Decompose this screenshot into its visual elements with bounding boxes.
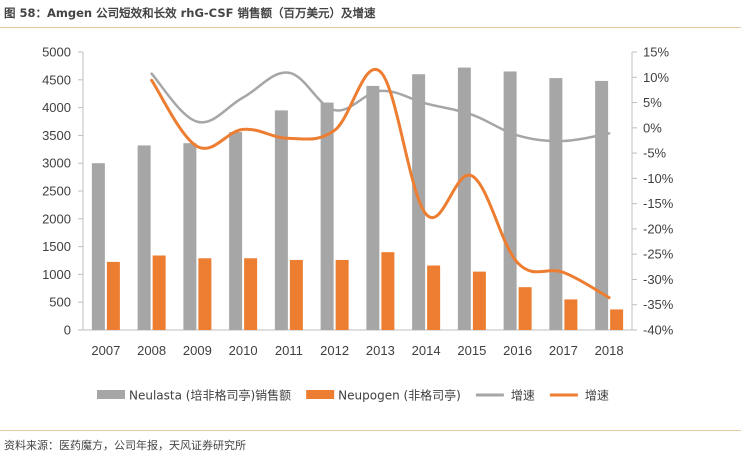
y-left-tick-label: 4500: [42, 72, 71, 87]
y-left-tick-label: 2000: [42, 211, 71, 226]
y-right-tick-label: -30%: [643, 272, 674, 287]
x-tick-label: 2009: [183, 343, 212, 358]
y-right-tick-label: 0%: [643, 120, 662, 135]
line-neupogen-growth: [150, 67, 611, 300]
x-tick-label: 2011: [275, 343, 303, 358]
bar-neulasta: [457, 67, 471, 331]
legend-neulasta-label: Neulasta (培非格司亭)销售额: [129, 388, 291, 403]
bar-neupogen: [472, 271, 486, 330]
bar-neulasta: [137, 145, 151, 330]
y-right-tick-label: 10%: [643, 70, 669, 85]
bar-neupogen: [198, 258, 212, 330]
line-neulasta-growth: [150, 71, 611, 143]
y-right-tick-label: -5%: [643, 146, 667, 161]
bar-neupogen: [335, 259, 349, 330]
y-right-tick-label: -35%: [643, 297, 674, 312]
bar-neupogen: [244, 258, 258, 330]
bar-neupogen: [518, 287, 532, 330]
bottom-divider: [0, 430, 741, 431]
y-left-tick-label: 4000: [42, 100, 71, 115]
bar-neulasta: [183, 143, 197, 330]
bar-neupogen: [564, 299, 578, 330]
x-tick-label: 2013: [366, 343, 395, 358]
bar-neupogen: [106, 261, 120, 330]
bar-neulasta: [503, 71, 517, 331]
y-right-tick-label: -25%: [643, 247, 674, 262]
bar-neulasta: [91, 163, 105, 330]
y-right-tick-label: -15%: [643, 196, 674, 211]
legend-neulasta-growth-label: 增速: [511, 389, 535, 403]
bar-neupogen: [381, 252, 395, 330]
y-left-tick-label: 1000: [42, 267, 71, 282]
x-tick-label: 2018: [595, 343, 624, 358]
y-left-tick-label: 2500: [42, 184, 71, 199]
x-tick-label: 2017: [549, 343, 578, 358]
figure-title: 图 58：Amgen 公司短效和长效 rhG-CSF 销售额（百万美元）及增速: [4, 6, 376, 20]
bar-neulasta: [229, 132, 243, 330]
y-right-tick-label: -40%: [643, 323, 674, 338]
bar-neulasta: [274, 110, 288, 330]
y-right-tick-label: 5%: [643, 95, 662, 110]
sales-growth-chart: 0 500 1000 1500 2000 2500 3000 3500 4000 4500 5000…: [42, 45, 674, 403]
x-tick-label: 2016: [503, 343, 532, 358]
y-right-tick-label: 15%: [643, 45, 669, 60]
legend-neupogen-swatch: [306, 390, 335, 399]
bar-neulasta: [595, 80, 609, 330]
bar-neulasta: [549, 78, 563, 330]
x-tick-label: 2012: [320, 343, 349, 358]
bar-neupogen: [289, 259, 303, 330]
y-left-tick-label: 0: [64, 323, 71, 338]
y-right-tick-label: -20%: [643, 221, 674, 236]
bar-neulasta: [366, 85, 380, 330]
bar-neulasta: [320, 102, 334, 330]
x-tick-label: 2015: [457, 343, 486, 358]
y-left-tick-label: 1500: [42, 239, 71, 254]
bar-neupogen: [427, 265, 441, 330]
y-left-tick-label: 500: [49, 295, 71, 310]
x-tick-label: 2010: [229, 343, 258, 358]
x-tick-label: 2008: [137, 343, 166, 358]
bar-neupogen: [152, 255, 166, 330]
y-right-tick-label: -10%: [643, 171, 674, 186]
y-left-tick-label: 3000: [42, 156, 71, 171]
y-left-tick-label: 5000: [42, 45, 71, 60]
source-note: 资料来源：医药魔方，公司年报，天风证券研究所: [4, 439, 246, 452]
y-left-tick-label: 3500: [42, 128, 71, 143]
top-divider: [0, 27, 741, 28]
x-tick-label: 2007: [91, 343, 120, 358]
bar-neupogen: [610, 309, 624, 330]
legend-neupogen-label: Neupogen (非格司亭): [338, 388, 461, 403]
legend-neupogen-growth-label: 增速: [585, 389, 609, 403]
x-tick-label: 2014: [412, 343, 441, 358]
legend-neulasta-swatch: [97, 390, 125, 399]
